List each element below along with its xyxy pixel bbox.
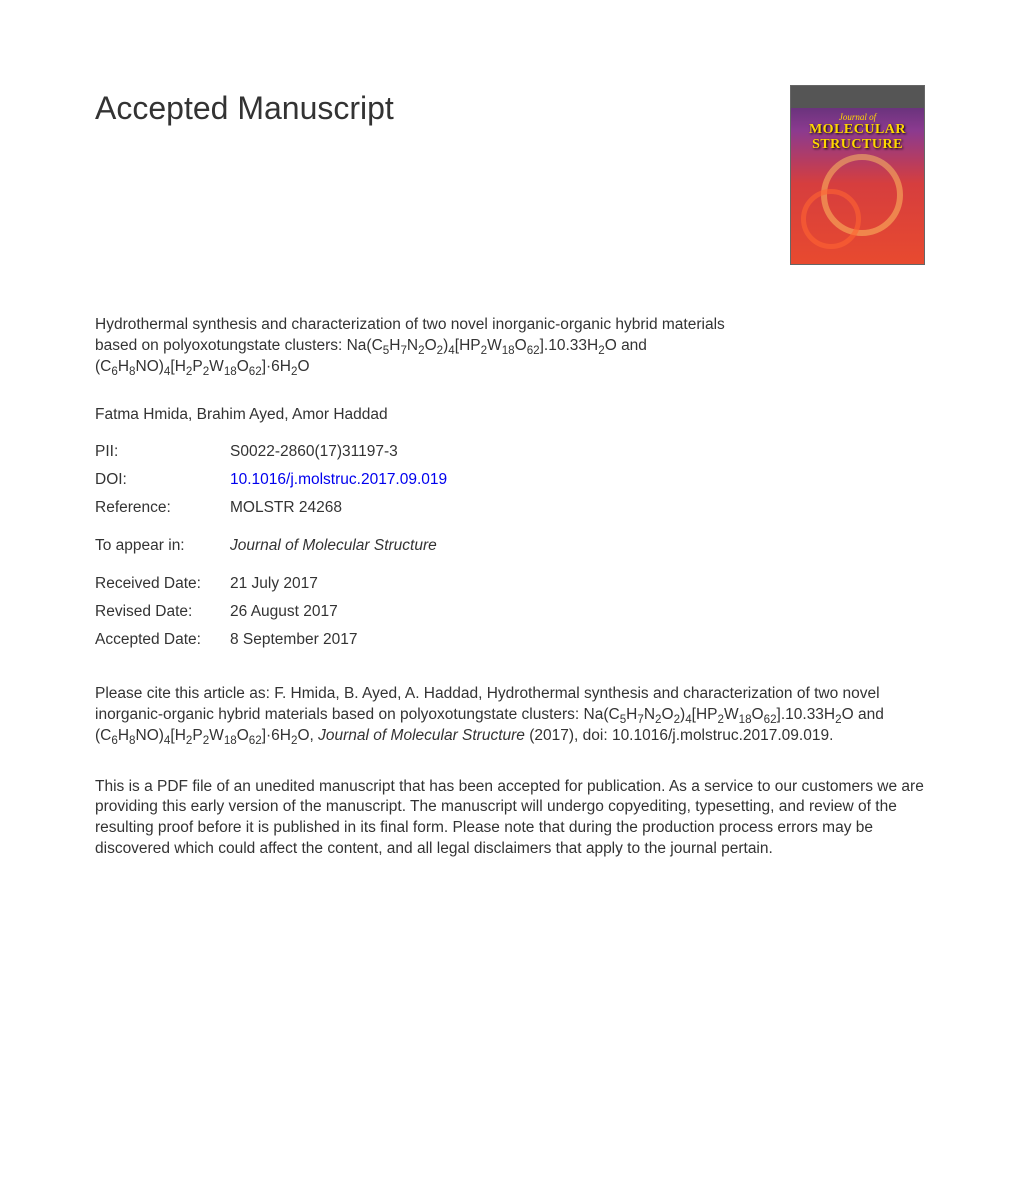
accepted-value: 8 September 2017 [230,626,447,654]
header-row: Accepted Manuscript Journal of MOLECULAR… [95,85,925,265]
pii-label: PII: [95,438,230,466]
accepted-label: Accepted Date: [95,626,230,654]
reference-value: MOLSTR 24268 [230,494,447,522]
meta-row-doi: DOI: 10.1016/j.molstruc.2017.09.019 [95,466,447,494]
meta-row-accepted: Accepted Date: 8 September 2017 [95,626,447,654]
revised-value: 26 August 2017 [230,598,447,626]
meta-row-received: Received Date: 21 July 2017 [95,570,447,598]
reference-label: Reference: [95,494,230,522]
page-title: Accepted Manuscript [95,85,394,127]
appear-label: To appear in: [95,532,230,560]
page-container: Accepted Manuscript Journal of MOLECULAR… [0,0,1020,900]
revised-label: Revised Date: [95,598,230,626]
cover-art-icon [791,144,924,264]
metadata-table: PII: S0022-2860(17)31197-3 DOI: 10.1016/… [95,438,447,654]
citation-text: Please cite this article as: F. Hmida, B… [95,684,925,747]
cover-journal-of: Journal of [791,112,924,122]
cover-top-bar [791,86,924,108]
received-value: 21 July 2017 [230,570,447,598]
article-title: Hydrothermal synthesis and characterizat… [95,315,755,378]
meta-row-revised: Revised Date: 26 August 2017 [95,598,447,626]
journal-cover-image: Journal of MOLECULAR STRUCTURE [790,85,925,265]
pii-value: S0022-2860(17)31197-3 [230,438,447,466]
cover-title-line1: MOLECULAR [791,122,924,137]
appear-value: Journal of Molecular Structure [230,532,447,560]
doi-label: DOI: [95,466,230,494]
meta-row-appear: To appear in: Journal of Molecular Struc… [95,532,447,560]
meta-row-reference: Reference: MOLSTR 24268 [95,494,447,522]
disclaimer-text: This is a PDF file of an unedited manusc… [95,777,925,861]
authors: Fatma Hmida, Brahim Ayed, Amor Haddad [95,406,925,424]
received-label: Received Date: [95,570,230,598]
meta-row-pii: PII: S0022-2860(17)31197-3 [95,438,447,466]
doi-link[interactable]: 10.1016/j.molstruc.2017.09.019 [230,471,447,488]
